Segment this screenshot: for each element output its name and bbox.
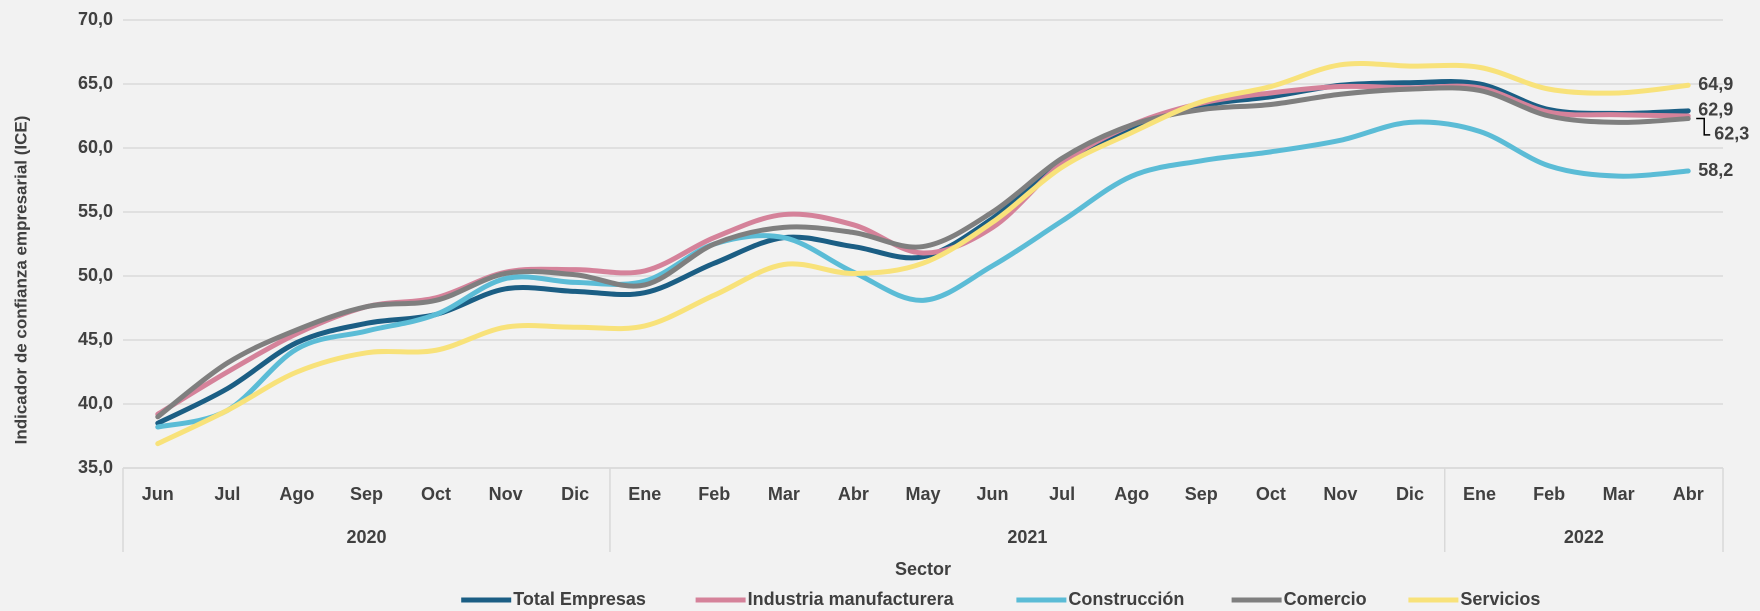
legend-label: Comercio [1284,589,1367,609]
data-label: 58,2 [1698,160,1733,180]
data-label: 62,9 [1698,100,1733,120]
x-tick-label: Dic [561,484,589,504]
y-tick-label: 70,0 [78,9,113,29]
x-tick-label: Mar [768,484,800,504]
y-axis-label: Indicador de confianza empresarial (ICE) [11,116,30,445]
series-line [155,83,1691,417]
series-line [155,85,1691,420]
x-tick-label: Dic [1396,484,1424,504]
legend-label: Servicios [1460,589,1540,609]
x-tick-label: Abr [838,484,869,504]
series-line [155,119,1691,430]
x-tick-label: Nov [1323,484,1357,504]
x-tick-label: Ene [1463,484,1496,504]
legend-label: Construcción [1068,589,1184,609]
leader-line [1696,117,1711,136]
data-label: 64,9 [1698,74,1733,94]
y-tick-label: 35,0 [78,457,113,477]
x-group-label: 2022 [1564,527,1604,547]
x-group-label: 2020 [346,527,386,547]
legend-label: Total Empresas [513,589,646,609]
x-tick-label: Jun [977,484,1009,504]
y-tick-label: 55,0 [78,201,113,221]
series-line [155,61,1691,447]
y-tick-label: 40,0 [78,393,113,413]
y-tick-label: 65,0 [78,73,113,93]
series-line [155,79,1691,426]
x-axis-label: Sector [895,559,951,579]
x-tick-label: Abr [1673,484,1704,504]
x-tick-label: Ago [279,484,314,504]
x-tick-label: Feb [1533,484,1565,504]
x-tick-label: Ago [1114,484,1149,504]
x-tick-label: Ene [628,484,661,504]
legend-label: Industria manufacturera [748,589,955,609]
x-tick-label: Jul [1049,484,1075,504]
x-group-label: 2021 [1007,527,1047,547]
x-tick-label: Mar [1603,484,1635,504]
x-tick-label: Jun [142,484,174,504]
x-tick-label: Sep [350,484,383,504]
x-tick-label: Oct [1256,484,1286,504]
x-tick-label: Nov [489,484,523,504]
x-tick-label: May [905,484,940,504]
y-tick-label: 60,0 [78,137,113,157]
x-tick-label: Oct [421,484,451,504]
y-tick-label: 45,0 [78,329,113,349]
data-label: 62,3 [1714,124,1749,144]
x-tick-label: Sep [1185,484,1218,504]
y-tick-label: 50,0 [78,265,113,285]
x-tick-label: Feb [698,484,730,504]
x-tick-label: Jul [214,484,240,504]
